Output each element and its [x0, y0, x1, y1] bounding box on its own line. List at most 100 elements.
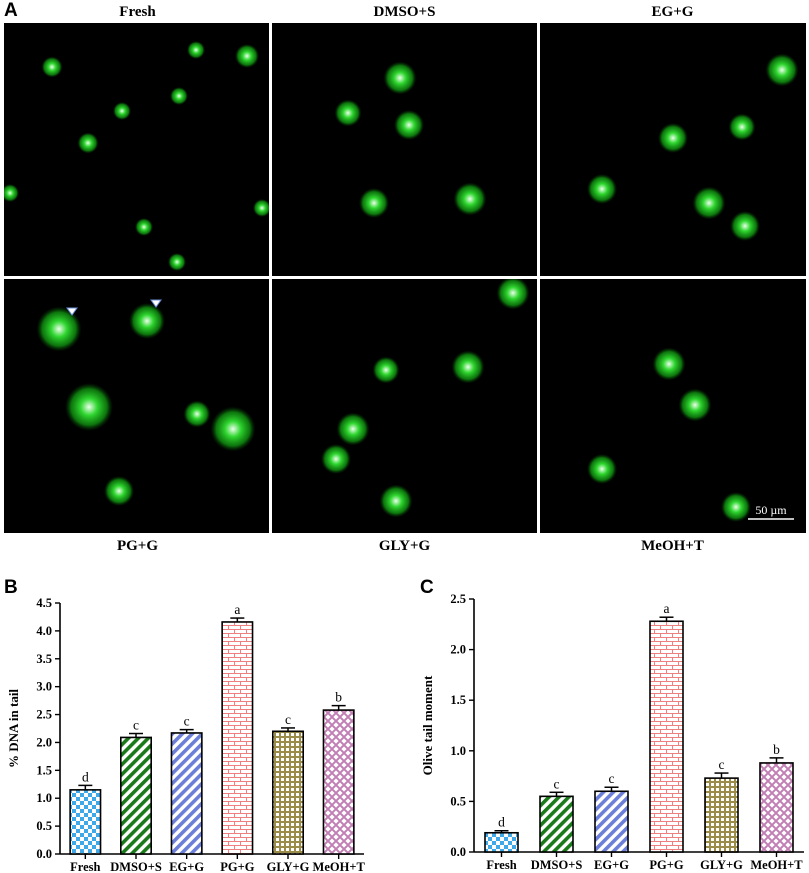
nucleus — [65, 383, 113, 431]
y-tick-label: 1.0 — [36, 791, 52, 805]
x-tick-label: PG+G — [649, 858, 683, 872]
arrow-down-icon — [150, 299, 162, 308]
nucleus — [394, 110, 424, 140]
panel-c-letter: C — [420, 577, 434, 598]
bar — [170, 732, 203, 855]
x-tick-label: EG+G — [169, 860, 204, 873]
y-axis-label: % DNA in tail — [6, 689, 21, 768]
scale-bar-label: 50 µm — [755, 503, 787, 517]
y-tick-label: 0.0 — [36, 847, 52, 861]
nucleus — [235, 44, 259, 68]
y-tick-label: 2.0 — [450, 643, 466, 657]
nucleus — [77, 132, 99, 154]
bar — [271, 730, 304, 855]
y-tick-label: 1.5 — [450, 693, 466, 707]
bar — [759, 762, 794, 853]
nucleus — [129, 303, 165, 339]
x-tick-label: MeOH+T — [313, 860, 366, 873]
nucleus — [187, 41, 205, 59]
significance-label: c — [554, 776, 560, 791]
x-tick-label: DMSO+S — [531, 858, 583, 872]
nucleus — [359, 188, 389, 218]
x-tick-label: GLY+G — [267, 860, 310, 873]
nucleus — [104, 476, 134, 506]
y-tick-label: 0.0 — [450, 845, 466, 859]
x-tick-label: MeOH+T — [750, 858, 803, 872]
x-tick-label: Fresh — [70, 860, 100, 873]
y-tick-label: 3.0 — [36, 680, 52, 694]
panel-b-letter: B — [4, 577, 18, 598]
x-tick-label: GLY+G — [700, 858, 743, 872]
nucleus — [496, 279, 530, 310]
nucleus — [336, 412, 370, 446]
nucleus — [652, 347, 686, 381]
nucleus — [678, 388, 712, 422]
bar — [704, 777, 739, 853]
micrograph-pg-g — [4, 279, 269, 533]
panel-a-letter: A — [4, 0, 18, 21]
y-axis-label: Olive tail moment — [420, 675, 435, 775]
nucleus — [170, 87, 188, 105]
bar — [484, 831, 519, 853]
nucleus — [587, 454, 617, 484]
significance-label: c — [133, 718, 139, 733]
y-tick-label: 0.5 — [36, 819, 52, 833]
nucleus — [728, 113, 756, 141]
nucleus — [658, 123, 688, 153]
y-tick-label: 0.5 — [450, 794, 466, 808]
micrograph-gly-g — [272, 279, 537, 533]
micro-label-dmso-s: DMSO+S — [373, 4, 436, 20]
micrograph-grid: 50 µm — [4, 23, 806, 533]
x-tick-label: Fresh — [486, 858, 516, 872]
nucleus — [383, 61, 417, 95]
nucleus — [210, 406, 256, 452]
bar — [649, 620, 684, 853]
nucleus — [4, 184, 19, 202]
micro-label-fresh: Fresh — [119, 4, 156, 20]
bar — [221, 621, 254, 855]
significance-label: c — [609, 771, 615, 786]
micrograph-meoh-t: 50 µm — [540, 279, 806, 533]
bar — [120, 736, 153, 855]
y-tick-label: 2.5 — [450, 592, 466, 606]
nucleus — [451, 350, 485, 384]
significance-label: c — [285, 712, 291, 727]
chart-dna-in-tail: 0.0 0.5 1.0 1.5 2.0 2.5 3.0 3.5 4.0 4.5 % DNA in t… — [6, 596, 366, 873]
significance-label: c — [184, 714, 190, 729]
nucleus — [135, 218, 153, 236]
nucleus — [168, 253, 186, 271]
y-tick-label: 1.5 — [36, 763, 52, 777]
y-tick-label: 1.0 — [450, 744, 466, 758]
nucleus — [334, 99, 362, 127]
chart-olive-tail-moment: 0.0 0.5 1.0 1.5 2.0 2.5 Olive tail moment d Fres… — [420, 592, 804, 872]
nucleus — [41, 56, 63, 78]
arrow-down-icon — [66, 307, 78, 316]
micro-label-meoh-t: MeOH+T — [641, 538, 704, 554]
nucleus — [587, 174, 617, 204]
significance-label: b — [335, 690, 342, 705]
micrograph-eg-g — [540, 23, 806, 276]
bar — [69, 789, 102, 855]
micrograph-dmso-s — [272, 23, 537, 276]
bar — [539, 795, 574, 853]
y-tick-label: 4.5 — [36, 596, 52, 610]
nucleus — [730, 211, 760, 241]
significance-label: d — [82, 769, 89, 784]
micro-label-pg-g: PG+G — [116, 538, 159, 554]
nucleus — [113, 102, 131, 120]
significance-label: b — [773, 742, 780, 757]
significance-label: a — [664, 601, 670, 616]
y-tick-label: 2.0 — [36, 735, 52, 749]
nucleus — [321, 444, 351, 474]
nucleus — [765, 53, 799, 87]
x-tick-label: DMSO+S — [110, 860, 162, 873]
micrograph-fresh — [4, 23, 269, 276]
nucleus — [379, 484, 413, 518]
nucleus — [36, 306, 82, 352]
bar — [594, 790, 629, 853]
x-tick-label: EG+G — [594, 858, 629, 872]
x-tick-label: PG+G — [220, 860, 254, 873]
significance-label: c — [719, 757, 725, 772]
nucleus — [253, 199, 269, 217]
nucleus — [183, 400, 211, 428]
